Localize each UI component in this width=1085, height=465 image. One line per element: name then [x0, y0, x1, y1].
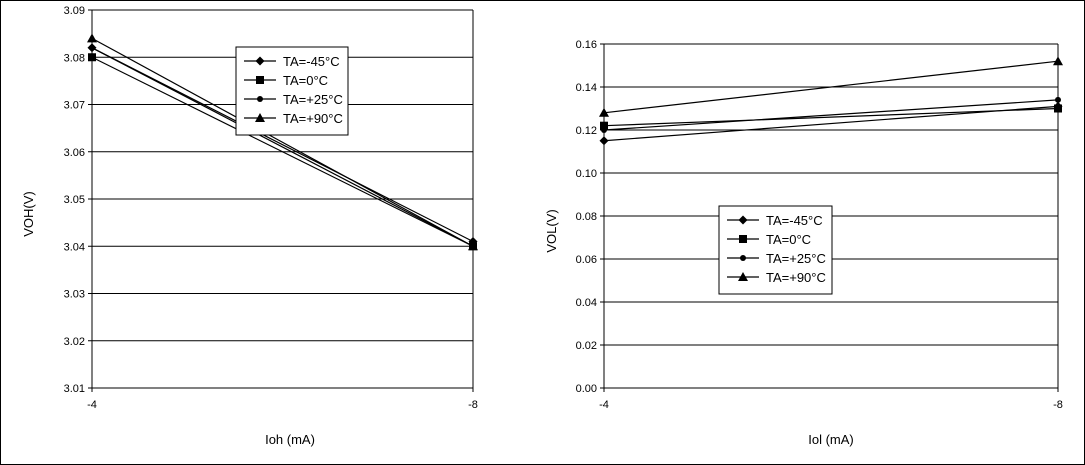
- voh-legend-box: [235, 46, 349, 136]
- vol-chart: VOL(V) Iol (mA) 0.00 0.02 0.04 0.06 0.08 0.10…: [544, 39, 1063, 447]
- voh-y-tick-label: 3.01: [64, 383, 85, 395]
- voh-series-line-2: [91, 47, 474, 247]
- vol-legend-box: [718, 205, 833, 295]
- voh-legend-label-0: TA=-45°C: [283, 54, 340, 69]
- voh-series-line-0: [91, 47, 474, 243]
- voh-legend-label-3: TA=+90°C: [283, 111, 343, 126]
- vol-y-tick-label: 0.12: [576, 125, 597, 137]
- vol-point-3-1: [1053, 56, 1063, 66]
- vol-series-line-1: [603, 107, 1059, 127]
- vol-x-tick-label: -4: [599, 399, 609, 411]
- vol-point-0-0: [599, 136, 609, 146]
- vol-point-2-1: [1055, 96, 1061, 103]
- vol-legend-marker-3: [738, 272, 748, 281]
- voh-y-tick-label: 3.06: [64, 147, 85, 159]
- vol-legend-marker-2: [740, 255, 746, 261]
- vol-y-tick-label: 0.08: [576, 211, 597, 223]
- vol-y-tick-label: 0.16: [576, 39, 597, 51]
- voh-point-1-0: [88, 53, 96, 62]
- vol-y-tick-label: 0.10: [576, 168, 597, 180]
- voh-legend-marker-2: [257, 96, 263, 102]
- vol-x-tick-label: -8: [1053, 399, 1063, 411]
- voh-y-tick-label: 3.04: [64, 241, 85, 253]
- voh-legend-label-2: TA=+25°C: [283, 92, 343, 107]
- voh-y-tick-label: 3.02: [64, 336, 85, 348]
- voh-point-2-0: [89, 44, 95, 51]
- voh-y-tick-label: 3.09: [64, 5, 85, 17]
- vol-point-2-0: [601, 127, 607, 133]
- voh-y-tick-label: 3.05: [64, 194, 85, 206]
- voh-y-axis-label: VOH(V): [21, 191, 36, 237]
- vol-y-tick-label: 0.14: [576, 82, 597, 94]
- voh-y-tick-label: 3.03: [64, 289, 85, 301]
- voh-series-line-3: [91, 37, 474, 247]
- vol-y-axis-label: VOL(V): [544, 209, 559, 252]
- vol-point-1-0: [600, 121, 608, 130]
- vol-x-axis-label: Iol (mA): [808, 432, 854, 447]
- vol-point-3-0: [599, 107, 609, 117]
- voh-legend-label-1: TA=0°C: [283, 73, 328, 88]
- voh-series-line-1: [91, 56, 474, 247]
- vol-series-line-0: [603, 105, 1059, 142]
- voh-x-tick-label: -8: [468, 399, 478, 411]
- vol-point-1-1: [1054, 104, 1062, 113]
- voh-y-tick-label: 3.07: [64, 100, 85, 112]
- vol-y-tick-label: 0.00: [576, 383, 597, 395]
- vol-series-line-3: [603, 60, 1059, 114]
- voh-legend-marker-1: [256, 76, 264, 84]
- voh-x-axis-label: Ioh (mA): [265, 432, 315, 447]
- vol-legend-label-0: TA=-45°C: [766, 213, 823, 228]
- voh-point-3-1: [468, 241, 478, 251]
- vol-legend-label-1: TA=0°C: [766, 232, 811, 247]
- voh-x-tick-label: -4: [87, 399, 97, 411]
- voh-legend-marker-0: [255, 56, 265, 66]
- voh-y-tick-label: 3.08: [64, 52, 85, 64]
- vol-y-tick-label: 0.06: [576, 254, 597, 266]
- vol-y-tick-label: 0.04: [576, 297, 597, 309]
- vol-legend-marker-1: [739, 235, 747, 243]
- voh-legend-marker-3: [255, 113, 265, 122]
- vol-legend-label-2: TA=+25°C: [766, 251, 826, 266]
- vol-y-tick-label: 0.02: [576, 340, 597, 352]
- vol-legend-label-3: TA=+90°C: [766, 270, 826, 285]
- voh-chart: VOH(V) Ioh (mA) 3.01 3.02 3.03 3.04 3.05 3.06…: [21, 5, 478, 447]
- voh-point-3-0: [87, 33, 97, 43]
- vol-series-line-2: [603, 99, 1059, 131]
- vol-legend-marker-0: [738, 215, 748, 225]
